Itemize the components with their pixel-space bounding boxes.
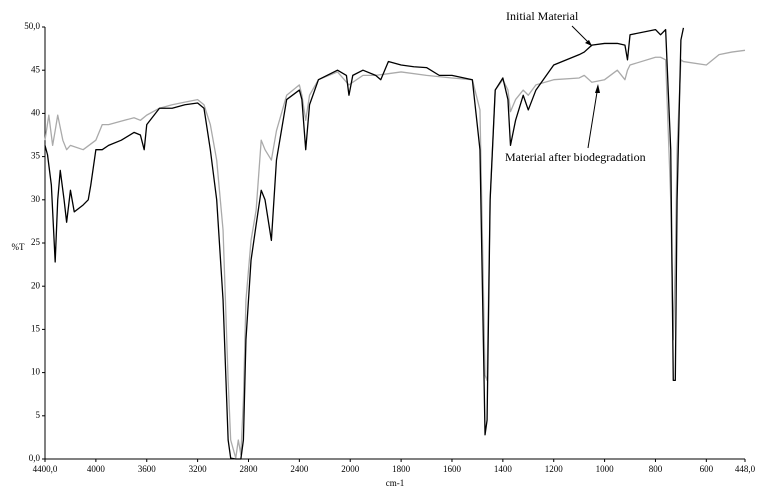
y-tick-label: 50,0 — [24, 21, 40, 31]
y-axis-label: %T — [12, 242, 25, 252]
x-tick-label: 600 — [700, 464, 714, 474]
x-tick-label: 1400 — [494, 464, 513, 474]
y-tick-label: 40 — [31, 107, 41, 117]
spectrum-line — [44, 27, 685, 460]
y-tick-label: 30 — [31, 194, 41, 204]
x-axis-label: cm-1 — [386, 478, 405, 488]
x-tick-label: 4400,0 — [33, 464, 58, 474]
x-tick-label: 1200 — [545, 464, 564, 474]
x-tick-label: 4000 — [87, 464, 106, 474]
x-tick-label: 3200 — [189, 464, 208, 474]
arrow-head — [585, 40, 592, 46]
annotation: Material after biodegradation — [505, 150, 646, 164]
annotation: Initial Material — [506, 9, 579, 23]
annotation-arrow — [587, 85, 599, 149]
arrow-head — [595, 84, 600, 93]
y-tick-label: 15 — [31, 323, 41, 333]
x-tick-label: 2000 — [341, 464, 360, 474]
x-tick-label: 448,0 — [735, 464, 756, 474]
y-tick-label: 45 — [31, 64, 41, 74]
x-tick-label: 1600 — [443, 464, 462, 474]
y-tick-label: 0,0 — [29, 453, 41, 463]
x-tick-label: 3600 — [138, 464, 157, 474]
y-tick-label: 20 — [31, 280, 41, 290]
x-tick-label: 1800 — [392, 464, 411, 474]
x-tick-label: 1000 — [596, 464, 615, 474]
y-tick-label: 5 — [36, 410, 41, 420]
x-tick-label: 800 — [649, 464, 663, 474]
x-tick-label: 2800 — [239, 464, 258, 474]
x-tick-label: 2400 — [290, 464, 309, 474]
y-tick-label: 35 — [31, 151, 41, 161]
y-tick-label: 10 — [31, 367, 41, 377]
spectrum-line — [44, 49, 746, 459]
y-tick-label: 25 — [31, 237, 41, 247]
